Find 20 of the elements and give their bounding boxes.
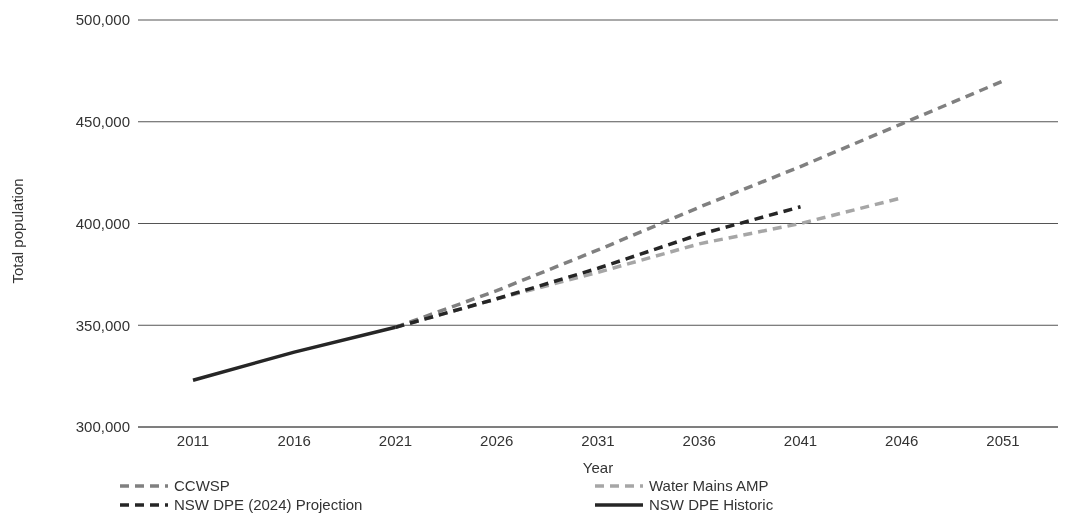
legend-label: Water Mains AMP	[649, 477, 769, 494]
y-tick-label: 450,000	[75, 113, 130, 131]
x-tick-label: 2026	[480, 431, 514, 449]
x-tick-label: 2036	[682, 431, 716, 449]
y-tick-label: 500,000	[75, 11, 130, 29]
legend-label: CCWSP	[174, 477, 230, 494]
x-tick-label: 2021	[378, 431, 413, 449]
x-tick-label: 2031	[581, 431, 615, 449]
y-tick-label: 400,000	[75, 214, 130, 232]
legend-label: NSW DPE (2024) Projection	[174, 496, 363, 513]
x-tick-label: 2051	[986, 431, 1020, 449]
x-axis-title: Year	[582, 459, 614, 476]
x-tick-label: 2011	[176, 431, 210, 449]
y-axis-title: Total population	[9, 178, 27, 284]
legend-label: NSW DPE Historic	[649, 496, 774, 513]
x-tick-label: 2016	[277, 431, 311, 449]
x-tick-label: 2046	[885, 431, 919, 449]
x-tick-label: 2041	[783, 431, 818, 449]
y-tick-label: 300,000	[75, 418, 130, 436]
y-tick-label: 350,000	[75, 316, 130, 334]
